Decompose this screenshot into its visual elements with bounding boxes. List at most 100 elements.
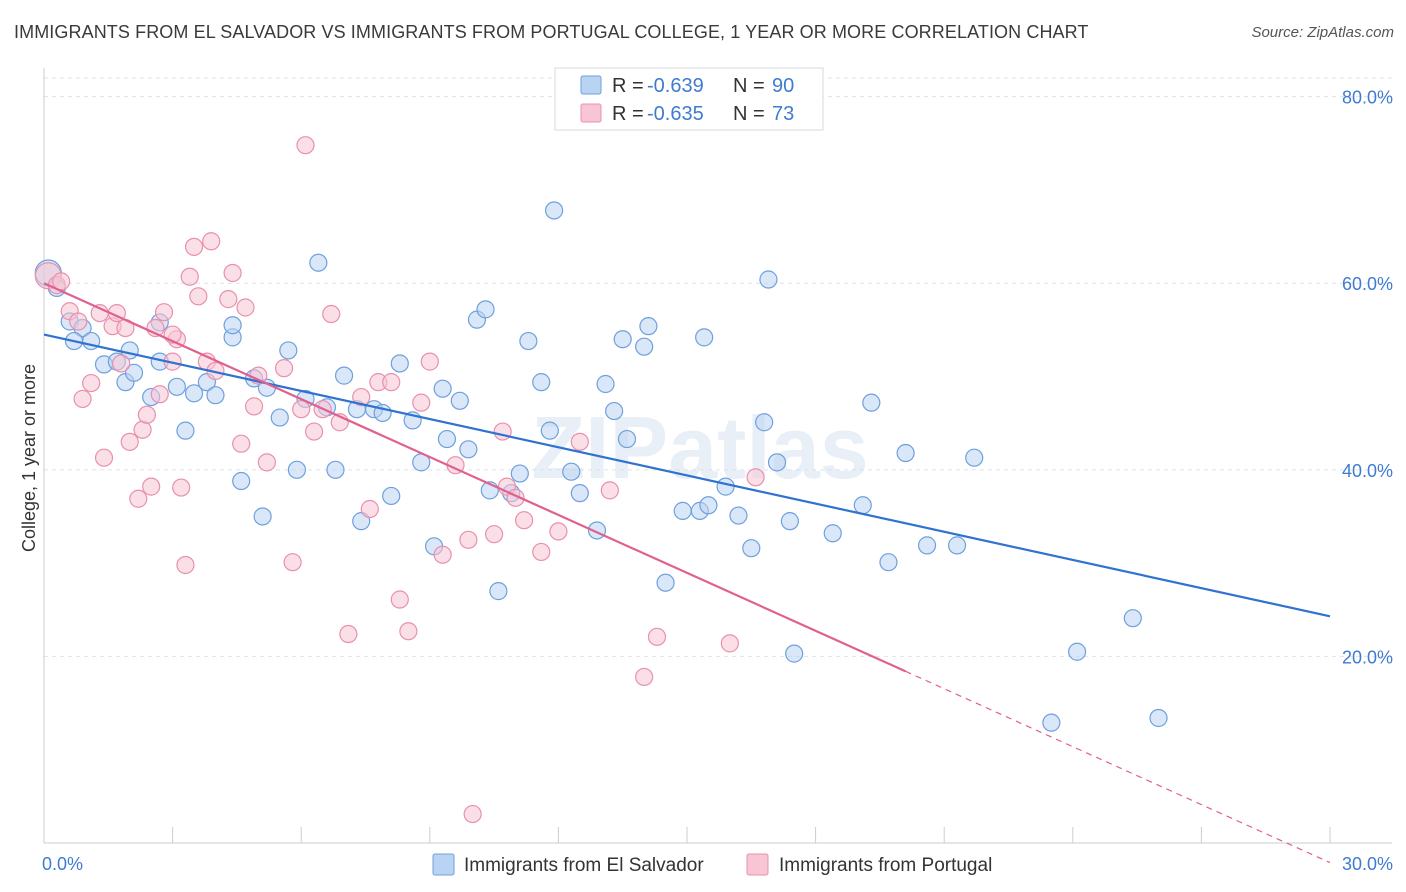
point-portugal-22 [172, 478, 191, 497]
point-el-salvador-52 [519, 331, 538, 351]
point-el-salvador-72 [742, 539, 761, 558]
bottom-legend-label-2: Immigrants from Portugal [779, 855, 992, 876]
point-portugal-5 [73, 389, 92, 409]
point-el-salvador-42 [433, 379, 452, 398]
point-portugal-57 [493, 422, 512, 441]
point-portugal-67 [720, 634, 739, 653]
legend-n-value-1: 90 [772, 75, 794, 97]
point-portugal-18 [150, 385, 169, 404]
x-tick-label-max: 30.0% [1342, 854, 1393, 874]
point-el-salvador-68 [699, 496, 718, 515]
point-el-salvador-60 [605, 401, 624, 421]
point-el-salvador-57 [570, 484, 589, 503]
point-portugal-63 [570, 432, 589, 451]
y-tick-label-20: 20.0% [1342, 647, 1393, 667]
point-portugal-34 [244, 397, 264, 416]
x-tick-label-min: 0.0% [42, 854, 83, 874]
legend-r-label-1: R = [612, 75, 644, 97]
point-portugal-6 [82, 373, 101, 393]
point-el-salvador-80 [862, 393, 881, 412]
point-portugal-16 [137, 405, 156, 424]
point-el-salvador-87 [1067, 642, 1087, 661]
point-el-salvador-61 [613, 330, 632, 349]
point-portugal-44 [339, 624, 358, 644]
bottom-legend-swatch-blue [432, 853, 455, 876]
trend-line-el-salvador [43, 333, 1331, 618]
point-portugal-62 [549, 522, 568, 541]
point-portugal-71 [142, 477, 161, 496]
point-el-salvador-51 [510, 464, 529, 483]
point-el-salvador-64 [639, 317, 658, 336]
point-portugal-52 [420, 352, 439, 371]
point-el-salvador-81 [879, 553, 898, 572]
point-portugal-15 [133, 420, 152, 439]
point-el-salvador-71 [729, 506, 748, 525]
point-el-salvador-79 [853, 496, 872, 515]
point-portugal-25 [184, 237, 204, 256]
point-el-salvador-49 [489, 582, 508, 601]
chart-title: IMMIGRANTS FROM EL SALVADOR VS IMMIGRANT… [14, 22, 1089, 42]
point-portugal-30 [219, 290, 238, 309]
trend-line-portugal [43, 282, 907, 673]
point-el-salvador-23 [253, 507, 272, 526]
point-el-salvador-10 [124, 363, 144, 382]
point-portugal-32 [232, 434, 251, 453]
y-tick-label-60: 60.0% [1342, 274, 1393, 294]
point-portugal-4 [69, 312, 88, 331]
point-el-salvador-84 [947, 536, 967, 555]
watermark: ZIPatlas [531, 398, 868, 497]
point-portugal-19 [154, 303, 174, 322]
point-portugal-28 [202, 232, 221, 251]
point-el-salvador-65 [656, 573, 675, 592]
point-portugal-45 [352, 387, 371, 407]
point-portugal-24 [180, 267, 199, 286]
point-portugal-23 [176, 555, 195, 575]
point-portugal-55 [459, 530, 478, 549]
point-el-salvador-78 [823, 524, 842, 543]
point-el-salvador-15 [176, 421, 195, 440]
series-el-salvador-points [34, 201, 1168, 732]
point-el-salvador-43 [437, 429, 457, 449]
point-el-salvador-27 [287, 460, 307, 479]
point-portugal-65 [635, 667, 654, 687]
point-portugal-66 [647, 627, 667, 646]
legend-swatch-blue [580, 75, 602, 95]
point-portugal-39 [296, 136, 315, 155]
point-portugal-42 [322, 304, 341, 324]
point-portugal-50 [399, 622, 418, 641]
legend-swatch-pink [580, 103, 602, 123]
point-el-salvador-59 [596, 374, 615, 394]
point-el-salvador-25 [270, 408, 289, 427]
point-portugal-38 [292, 400, 311, 419]
point-portugal-8 [94, 448, 114, 467]
point-el-salvador-26 [279, 341, 298, 360]
point-el-salvador-54 [540, 421, 559, 440]
x-tick-labels: 0.0% 30.0% [42, 854, 1393, 874]
legend-r-value-1: -0.639 [647, 75, 704, 97]
point-portugal-35 [257, 453, 277, 472]
legend-n-label-1: N = [733, 75, 765, 97]
axes [43, 68, 1392, 844]
point-portugal-51 [412, 393, 431, 412]
point-portugal-49 [390, 590, 409, 609]
point-el-salvador-53 [532, 373, 551, 392]
point-portugal-13 [120, 432, 139, 451]
point-el-salvador-37 [382, 486, 401, 506]
point-el-salvador-21 [232, 471, 251, 491]
point-portugal-68 [746, 468, 765, 487]
point-el-salvador-16 [184, 384, 204, 403]
point-portugal-60 [515, 511, 534, 530]
point-el-salvador-88 [1123, 609, 1142, 628]
trend-lines [43, 282, 1331, 864]
point-portugal-26 [189, 287, 208, 306]
point-portugal-14 [129, 489, 148, 508]
point-el-salvador-20 [223, 316, 242, 335]
point-portugal-48 [382, 373, 401, 392]
point-el-salvador-47 [476, 300, 495, 319]
point-portugal-40 [304, 422, 324, 441]
point-el-salvador-45 [459, 440, 478, 459]
point-portugal-33 [236, 298, 255, 317]
grid-lines [44, 77, 1392, 657]
point-portugal-36 [274, 359, 294, 378]
